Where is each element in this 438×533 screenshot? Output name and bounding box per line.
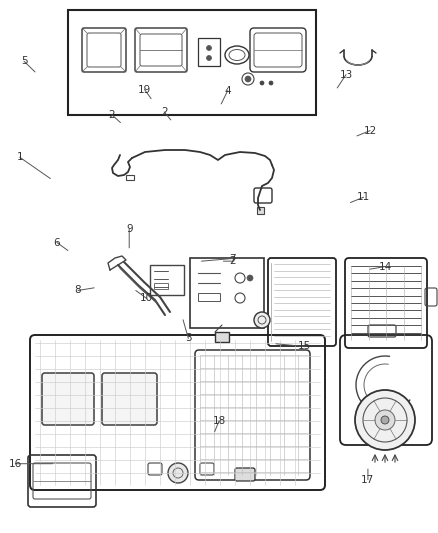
Bar xyxy=(126,175,134,180)
Text: 17: 17 xyxy=(361,475,374,484)
Circle shape xyxy=(206,55,212,61)
Text: 6: 6 xyxy=(53,238,60,247)
Text: 12: 12 xyxy=(364,126,377,135)
FancyBboxPatch shape xyxy=(42,373,94,425)
Circle shape xyxy=(355,390,415,450)
Bar xyxy=(198,38,220,66)
Text: 8: 8 xyxy=(74,286,81,295)
Text: 2: 2 xyxy=(229,256,236,266)
Text: 2: 2 xyxy=(161,107,168,117)
Text: 18: 18 xyxy=(212,416,226,426)
Bar xyxy=(68,10,316,115)
Circle shape xyxy=(247,275,253,281)
Bar xyxy=(215,332,229,342)
Text: 3: 3 xyxy=(185,334,192,343)
Text: 1: 1 xyxy=(16,152,23,162)
FancyBboxPatch shape xyxy=(235,468,255,481)
Circle shape xyxy=(375,410,395,430)
Text: 9: 9 xyxy=(126,224,133,234)
Circle shape xyxy=(206,45,212,51)
Text: 5: 5 xyxy=(21,56,28,66)
Text: 19: 19 xyxy=(138,85,151,94)
Text: 11: 11 xyxy=(357,192,370,202)
Circle shape xyxy=(245,76,251,82)
Text: 15: 15 xyxy=(298,342,311,351)
Circle shape xyxy=(269,81,273,85)
Text: 10: 10 xyxy=(140,294,153,303)
Bar xyxy=(190,258,264,328)
Text: 13: 13 xyxy=(339,70,353,79)
Circle shape xyxy=(168,463,188,483)
Bar xyxy=(154,283,168,289)
Circle shape xyxy=(260,81,264,85)
Text: 2: 2 xyxy=(108,110,115,119)
Text: 14: 14 xyxy=(379,262,392,271)
Bar xyxy=(198,293,220,301)
Text: 4: 4 xyxy=(224,86,231,95)
Text: 7: 7 xyxy=(229,254,236,263)
Circle shape xyxy=(381,416,389,424)
FancyBboxPatch shape xyxy=(102,373,157,425)
Bar xyxy=(257,207,264,214)
Bar xyxy=(150,265,184,295)
Text: 16: 16 xyxy=(9,459,22,469)
Circle shape xyxy=(254,312,270,328)
